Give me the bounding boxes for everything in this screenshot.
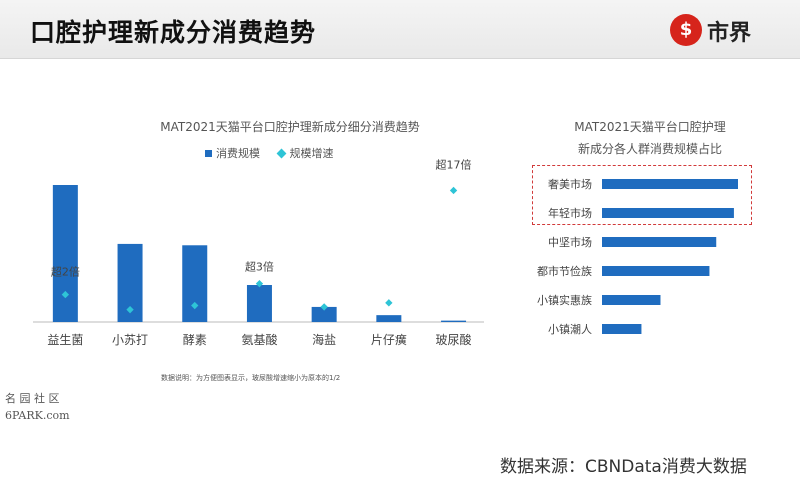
x-tick-label-4: 海盐: [312, 332, 336, 347]
left-chart-legend: 消费规模 规模增速: [205, 145, 348, 161]
legend-item-bar: 消费规模: [205, 147, 260, 160]
watermark: 名 园 社 区 6PARK.com: [5, 390, 70, 424]
logo-text: 市界: [707, 21, 752, 46]
source-text: 数据来源：CBNData消费大数据: [500, 457, 747, 477]
hbar-4: [602, 295, 661, 305]
logo-glyph: $: [679, 19, 693, 40]
bar-3: [246, 285, 272, 322]
y-tick-label-5: 小镇潮人: [548, 322, 592, 336]
growth-annotation-1: 超3倍: [245, 260, 274, 274]
highlight-box: [532, 165, 752, 225]
bar-4: [311, 306, 337, 322]
growth-annotation-2: 超17倍: [436, 157, 472, 171]
growth-marker-3: [255, 279, 264, 288]
legend-item-dot: 规模增速: [276, 147, 334, 160]
right-chart-title-line2: 新成分各人群消费规模占比: [577, 142, 722, 156]
bar-6: [441, 320, 467, 322]
legend-label-bar: 消费规模: [216, 147, 260, 160]
y-tick-label-1: 年轻市场: [548, 206, 592, 220]
hbar-2: [602, 237, 717, 247]
right-chart-title-line1: MAT2021天猫平台口腔护理: [574, 120, 726, 134]
legend-label-dot: 规模增速: [289, 147, 334, 160]
watermark-line2: 6PARK.com: [5, 409, 70, 422]
x-tick-label-6: 玻尿酸: [436, 332, 472, 347]
growth-marker-4: [320, 303, 328, 311]
brand-logo: $ 市界: [670, 14, 770, 46]
bar-5: [376, 315, 402, 322]
legend-square-icon: [205, 150, 212, 157]
x-tick-label-3: 氨基酸: [241, 332, 277, 347]
growth-marker-2: [191, 301, 199, 310]
growth-annotation-0: 超2倍: [51, 265, 80, 279]
y-tick-label-0: 奢美市场: [548, 177, 592, 191]
page-title: 口腔护理新成分消费趋势: [30, 18, 317, 47]
hbar-0: [602, 179, 738, 189]
growth-marker-5: [385, 299, 393, 307]
x-tick-label-2: 酵素: [183, 333, 207, 347]
watermark-line1: 名 园 社 区: [5, 392, 60, 405]
bar-0: [52, 185, 78, 322]
growth-marker-0: [61, 290, 70, 299]
header-bar: 口腔护理新成分消费趋势 $ 市界: [0, 0, 800, 59]
y-tick-label-4: 小镇实惠族: [537, 293, 592, 307]
chart-note: 数据说明：为方便图表显示，玻尿酸增速缩小为原本的1/2: [161, 374, 341, 382]
y-tick-label-2: 中坚市场: [548, 235, 592, 249]
logo-icon: [670, 14, 702, 46]
left-chart-title: MAT2021天猫平台口腔护理新成分细分消费趋势: [160, 120, 420, 134]
x-tick-label-1: 小苏打: [112, 333, 148, 347]
hbar-1: [602, 208, 734, 218]
y-tick-label-3: 都市节俭族: [537, 264, 592, 278]
hbar-5: [602, 324, 642, 334]
x-tick-label-5: 片仔癀: [371, 333, 407, 347]
hbar-3: [602, 266, 710, 276]
right-chart-title: MAT2021天猫平台口腔护理 新成分各人群消费规模占比: [560, 116, 740, 160]
x-tick-label-0: 益生菌: [47, 333, 83, 347]
